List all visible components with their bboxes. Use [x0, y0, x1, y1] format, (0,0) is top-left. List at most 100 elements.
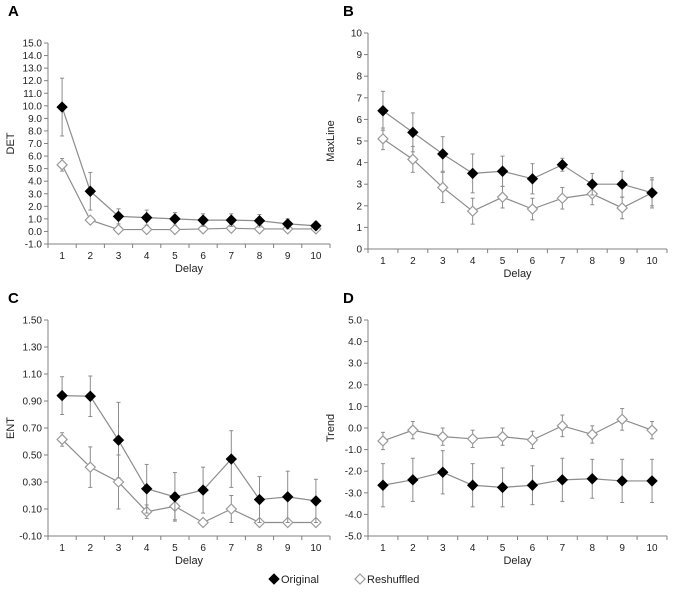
x-tick-label: 5 [172, 251, 178, 262]
data-point-original [84, 390, 97, 402]
data-point-original [646, 475, 658, 487]
y-tick-label: 1.0 [348, 402, 362, 413]
data-point-original [225, 453, 238, 465]
x-tick-label: 4 [470, 543, 476, 554]
series-line [61, 439, 316, 524]
data-point-original [197, 484, 209, 496]
data-point-original [407, 474, 419, 486]
data-point-original [140, 211, 153, 224]
legend: Original Reshuffled [268, 573, 419, 586]
data-point-reshuffled [466, 205, 479, 218]
x-tick-label: 9 [285, 251, 291, 262]
x-tick-label: 4 [144, 251, 150, 262]
x-axis-title: Delay [503, 268, 532, 280]
data-point-original [616, 475, 628, 487]
y-tick-label: 6.0 [28, 152, 42, 163]
data-point-original [407, 126, 419, 139]
x-tick-label: 9 [619, 256, 625, 267]
series-line [61, 106, 316, 227]
x-tick-label: 3 [440, 543, 446, 554]
y-tick-label: 12.0 [23, 76, 43, 87]
chart-panel-a: A-1.00.01.02.03.04.05.06.07.08.09.010.01… [5, 3, 331, 275]
data-point-reshuffled [526, 434, 539, 446]
data-point-reshuffled [646, 424, 658, 437]
y-tick-label: 7.0 [28, 139, 42, 150]
data-point-reshuffled [112, 223, 125, 236]
y-tick-label: 8 [356, 72, 362, 83]
y-tick-label: -4.0 [345, 510, 363, 521]
y-axis-title: DET [5, 132, 17, 154]
y-tick-label: 3 [356, 180, 362, 191]
y-tick-label: 5.0 [348, 316, 362, 327]
x-axis-title: Delay [503, 555, 532, 567]
data-point-original [197, 214, 209, 226]
series-original [56, 375, 322, 523]
y-tick-label: 2.0 [348, 380, 362, 391]
data-point-original [56, 101, 68, 113]
y-tick-label: 0 [356, 245, 362, 256]
data-point-original [646, 187, 658, 199]
series-original [377, 450, 658, 508]
data-point-original [496, 165, 509, 177]
data-point-original [310, 495, 322, 507]
data-point-original [526, 479, 539, 491]
legend-original-label: Original [281, 574, 319, 586]
series-original [56, 77, 322, 232]
data-point-original [112, 210, 125, 223]
y-tick-label: -1.0 [345, 445, 363, 456]
data-point-reshuffled [496, 430, 509, 443]
data-point-original [466, 479, 479, 491]
series-reshuffled [377, 408, 658, 451]
y-tick-label: 10.0 [23, 101, 43, 112]
data-point-original [377, 105, 389, 117]
x-tick-label: 1 [59, 251, 65, 262]
y-tick-label: 15.0 [23, 39, 43, 50]
series-line [382, 471, 653, 489]
x-tick-label: 7 [560, 543, 566, 554]
x-tick-label: 4 [470, 256, 476, 267]
x-tick-label: 2 [88, 251, 94, 262]
y-tick-label: 0.10 [23, 505, 43, 516]
y-tick-label: 1 [356, 223, 362, 234]
panel-label: B [343, 3, 354, 20]
x-tick-label: 1 [380, 543, 386, 554]
x-tick-label: 3 [116, 543, 122, 554]
x-tick-label: 6 [530, 543, 536, 554]
data-point-reshuffled [436, 430, 449, 443]
y-tick-label: 10 [351, 29, 363, 40]
y-tick-label: 0.50 [23, 451, 43, 462]
x-tick-label: 8 [257, 251, 263, 262]
chart-panel-d: D -5.0 -4.0 -3.0 -2.0 -1.0 0.0 1.0 2.0 3.0 4.0 5.0 1… [325, 290, 668, 567]
panel-label: A [8, 3, 19, 20]
x-tick-label: 7 [229, 543, 235, 554]
y-tick-label: 0.0 [28, 227, 42, 238]
legend-original-marker [268, 573, 280, 585]
x-tick-label: 2 [410, 543, 416, 554]
y-tick-label: 3.0 [348, 359, 362, 370]
data-point-original [112, 434, 125, 446]
data-point-reshuffled [407, 153, 419, 166]
series-line [62, 395, 316, 502]
y-tick-label: 0.30 [23, 478, 43, 489]
y-tick-label: 1.0 [28, 214, 42, 225]
legend-reshuffled-label: Reshuffled [367, 574, 419, 586]
data-point-original [253, 493, 266, 506]
data-point-reshuffled [407, 424, 419, 437]
x-tick-label: 5 [500, 256, 506, 267]
data-point-reshuffled [140, 223, 153, 236]
data-point-reshuffled [377, 132, 389, 145]
series-original [377, 90, 658, 209]
data-point-original [56, 389, 68, 402]
x-tick-label: 3 [116, 251, 122, 262]
x-tick-label: 9 [619, 543, 625, 554]
panels: A-1.00.01.02.03.04.05.06.07.08.09.010.01… [5, 3, 668, 567]
x-tick-label: 10 [646, 256, 658, 267]
data-point-original [225, 214, 238, 226]
y-tick-label: 1.10 [23, 370, 43, 381]
data-point-reshuffled [556, 192, 569, 205]
data-point-original [466, 167, 479, 180]
x-tick-label: 1 [380, 256, 386, 267]
y-tick-label: 0.70 [23, 424, 43, 435]
y-tick-label: 2.0 [28, 202, 42, 213]
